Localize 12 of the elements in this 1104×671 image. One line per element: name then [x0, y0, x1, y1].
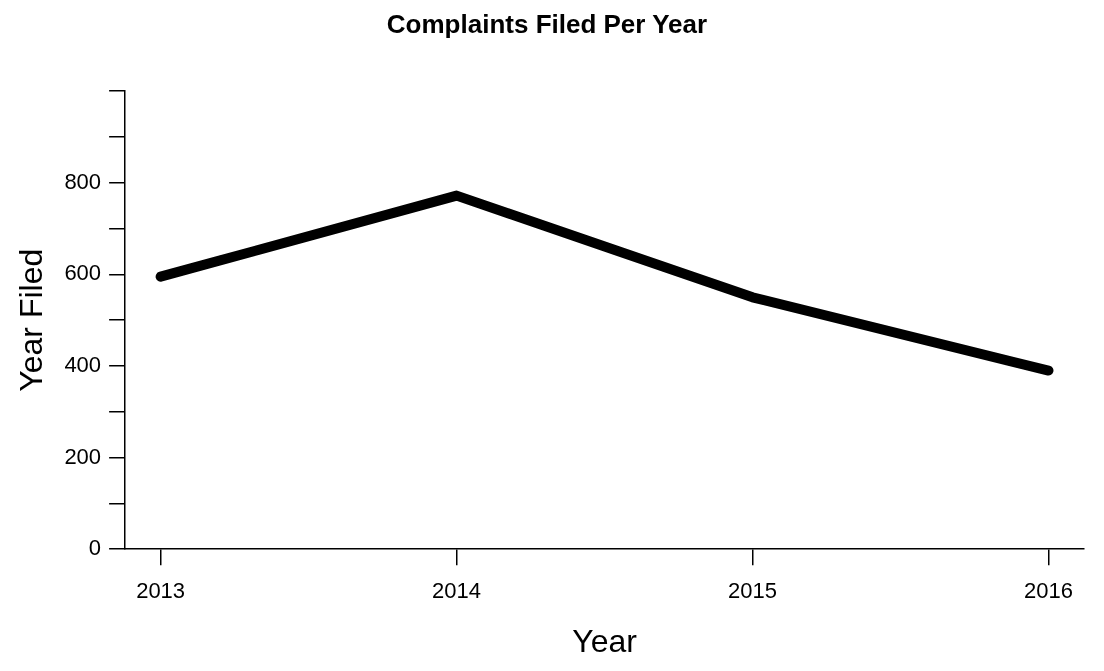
- y-axis-title: Year Filed: [13, 248, 50, 392]
- y-tick-label: 800: [64, 168, 102, 194]
- chart-title: Complaints Filed Per Year: [386, 8, 708, 39]
- x-tick-label: 2016: [1024, 578, 1073, 604]
- x-tick-label: 2014: [432, 578, 482, 604]
- y-tick-label: 600: [64, 260, 102, 286]
- x-tick-label: 2015: [728, 578, 778, 604]
- x-tick-label: 2013: [136, 578, 186, 604]
- y-tick-label: 0: [88, 535, 102, 561]
- x-axis-title: Year: [572, 622, 638, 659]
- y-tick-label: 200: [64, 443, 102, 469]
- y-tick-label: 400: [64, 352, 102, 378]
